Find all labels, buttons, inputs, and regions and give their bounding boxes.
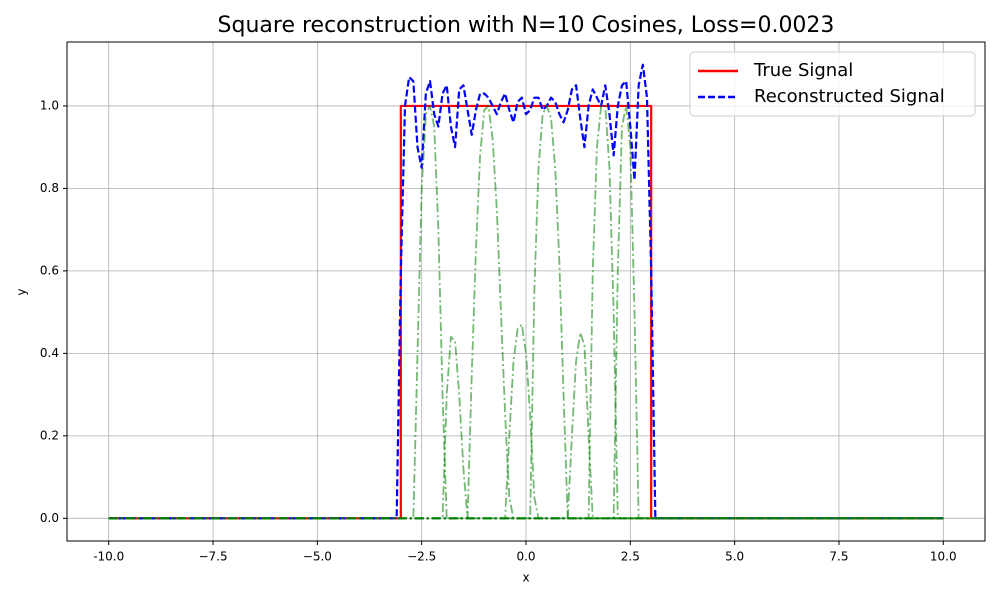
y-axis-label: y [15, 288, 29, 295]
x-tick-label: 10.0 [930, 550, 957, 564]
x-tick-label: 7.5 [829, 550, 848, 564]
x-tick-label: 2.5 [621, 550, 640, 564]
series-line [108, 63, 944, 520]
y-tick-label: 0.6 [40, 263, 59, 277]
series-line [108, 105, 944, 520]
y-tick-label: 1.0 [40, 98, 59, 112]
series-line [108, 105, 944, 520]
legend: True Signal Reconstructed Signal [689, 51, 976, 117]
series-line [108, 105, 944, 520]
series-line [108, 105, 944, 520]
legend-label: Reconstructed Signal [754, 86, 945, 107]
x-tick-label: −5.0 [303, 550, 332, 564]
chart-title: Square reconstruction with N=10 Cosines,… [218, 13, 835, 38]
x-tick-label: −7.5 [198, 550, 227, 564]
legend-label: True Signal [753, 60, 853, 81]
x-tick-label: -10.0 [93, 550, 124, 564]
series-line [108, 323, 944, 520]
y-tick-label: 0.8 [40, 181, 59, 195]
x-axis-label: x [522, 571, 529, 585]
axes-frame [66, 41, 986, 542]
y-tick-label: 0.2 [40, 428, 59, 442]
x-tick-label: 5.0 [725, 550, 744, 564]
legend-box [689, 51, 976, 117]
series-line [108, 335, 944, 520]
series-line [108, 105, 944, 520]
series-line [108, 331, 944, 520]
x-tick-label: −2.5 [407, 550, 436, 564]
x-tick-label: 0.0 [516, 550, 535, 564]
y-tick-label: 0.0 [40, 511, 59, 525]
y-tick-label: 0.4 [40, 346, 59, 360]
